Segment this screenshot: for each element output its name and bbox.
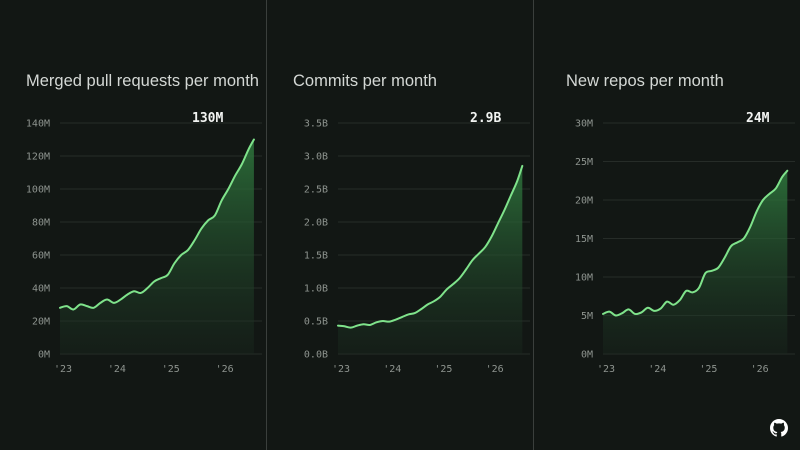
panel-divider-right [533, 0, 534, 450]
x-tick-label: '23 [597, 364, 615, 375]
y-tick-label: 30M [575, 119, 593, 130]
series-line [59, 138, 255, 311]
chart-title-merged-prs: Merged pull requests per month [26, 72, 259, 90]
chart-title-new-repos: New repos per month [566, 72, 724, 90]
y-tick-label: 0.0B [304, 350, 328, 361]
chart-title-commits: Commits per month [293, 72, 437, 90]
latest-value-callout: 2.9B [470, 111, 501, 126]
y-tick-label: 15M [575, 234, 593, 245]
x-tick-label: '24 [383, 364, 401, 375]
panel-divider-left [266, 0, 267, 450]
x-tick-label: '23 [54, 364, 72, 375]
x-tick-label: '24 [648, 364, 666, 375]
y-tick-label: 20M [32, 317, 50, 328]
area-fill [603, 170, 788, 354]
y-tick-label: 0.5B [304, 317, 328, 328]
y-tick-label: 1.0B [304, 284, 328, 295]
y-tick-label: 10M [575, 273, 593, 284]
y-tick-label: 100M [26, 185, 50, 196]
y-tick-label: 120M [26, 152, 50, 163]
series-line [602, 169, 789, 317]
x-tick-label: '25 [162, 364, 180, 375]
github-icon [770, 419, 788, 437]
chart-commits: 0.0B 0.5B 1.0B 1.5B 2.0B 2.5B 3.0B 3.5B '23 '24 '2… [304, 111, 530, 375]
y-tick-label: 60M [32, 251, 50, 262]
y-tick-label: 0M [38, 350, 50, 361]
x-tick-label: '26 [751, 364, 769, 375]
latest-value-callout: 130M [192, 111, 223, 126]
y-tick-label: 40M [32, 284, 50, 295]
x-tick-label: '23 [332, 364, 350, 375]
x-tick-label: '26 [486, 364, 504, 375]
y-tick-label: 25M [575, 157, 593, 168]
y-tick-label: 5M [581, 311, 593, 322]
area-fill [338, 165, 523, 354]
x-tick-label: '24 [108, 364, 126, 375]
latest-value-callout: 24M [746, 111, 770, 126]
x-tick-label: '25 [699, 364, 717, 375]
y-tick-label: 140M [26, 119, 50, 130]
y-tick-label: 20M [575, 196, 593, 207]
y-tick-label: 3.5B [304, 119, 328, 130]
y-tick-label: 2.0B [304, 218, 328, 229]
y-tick-label: 0M [581, 350, 593, 361]
chart-merged-prs: 0M 20M 40M 60M 80M 100M 120M 140M '23 '24 '25 '26 13… [26, 111, 262, 375]
y-tick-label: 80M [32, 218, 50, 229]
series-line [337, 164, 524, 329]
x-tick-label: '26 [216, 364, 234, 375]
y-tick-label: 1.5B [304, 251, 328, 262]
area-fill [60, 139, 254, 354]
chart-new-repos: 0M 5M 10M 15M 20M 25M 30M '23 '24 '25 '26 24M [575, 111, 795, 375]
y-tick-label: 2.5B [304, 185, 328, 196]
x-tick-label: '25 [434, 364, 452, 375]
y-tick-label: 3.0B [304, 152, 328, 163]
